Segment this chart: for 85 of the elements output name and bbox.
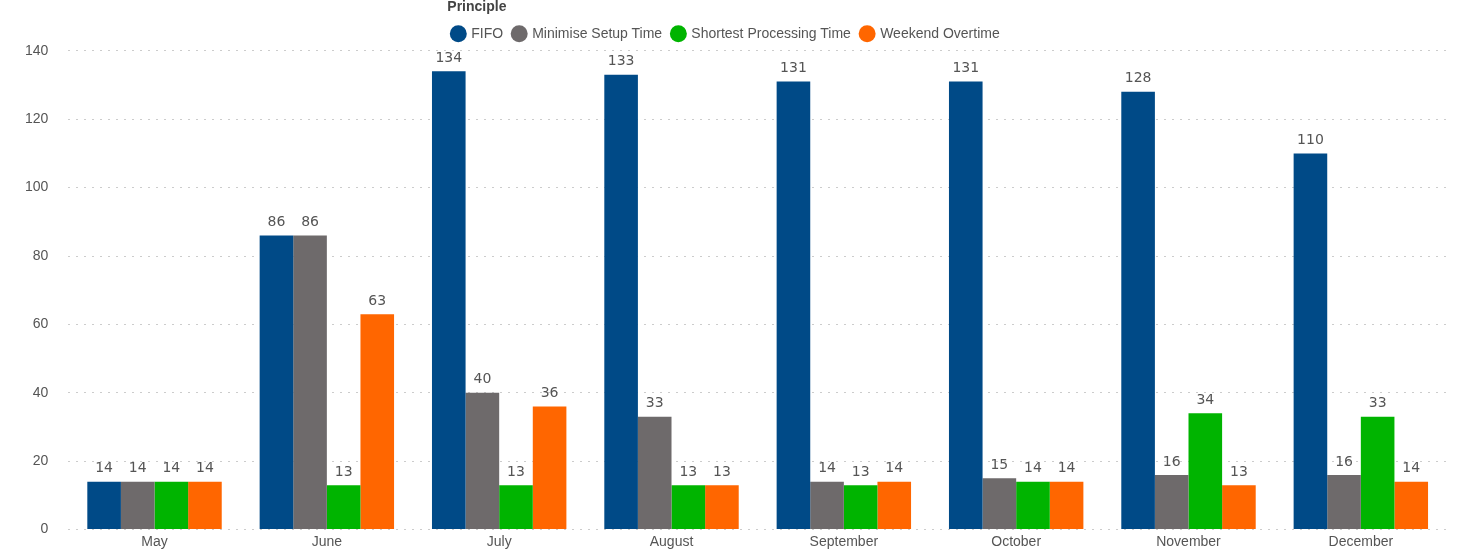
data-label: 13 xyxy=(1230,462,1248,479)
data-label: 13 xyxy=(713,462,731,479)
data-label: 131 xyxy=(780,59,807,76)
data-label: 63 xyxy=(368,291,387,308)
y-tick-label: 20 xyxy=(32,452,49,469)
bar xyxy=(948,81,983,530)
bar xyxy=(1360,416,1395,530)
bar xyxy=(499,485,533,530)
y-tick-label: 140 xyxy=(25,41,49,58)
bar xyxy=(465,392,500,530)
bar xyxy=(982,478,1017,530)
data-label: 86 xyxy=(267,213,286,230)
data-label: 110 xyxy=(1297,131,1324,148)
data-label: 13 xyxy=(334,462,353,479)
data-label: 14 xyxy=(196,459,214,476)
data-label: 13 xyxy=(851,462,870,479)
data-label: 14 xyxy=(95,459,114,476)
data-label: 40 xyxy=(473,370,492,387)
data-label: 14 xyxy=(162,459,181,476)
y-tick-label: 120 xyxy=(25,110,49,127)
data-label: 14 xyxy=(1057,459,1076,476)
data-label: 14 xyxy=(818,459,837,476)
legend-label: Weekend Overtime xyxy=(880,24,1000,41)
data-label: 16 xyxy=(1335,452,1354,469)
data-label: 134 xyxy=(435,48,463,65)
bar xyxy=(1049,481,1084,530)
data-label: 16 xyxy=(1162,452,1181,469)
bar xyxy=(188,481,222,530)
bar xyxy=(1327,474,1361,530)
data-label: 33 xyxy=(1368,394,1387,411)
bar xyxy=(1154,474,1189,530)
y-tick-label: 80 xyxy=(32,246,49,263)
legend-title: Principle xyxy=(447,0,507,14)
x-tick-label: July xyxy=(486,532,512,549)
legend-label: Minimise Setup Time xyxy=(532,24,663,41)
x-tick-label: December xyxy=(1328,532,1394,549)
bar xyxy=(1394,481,1429,530)
x-tick-label: October xyxy=(991,532,1042,549)
data-label: 86 xyxy=(301,213,320,230)
legend-label: FIFO xyxy=(471,24,504,41)
x-tick-label: September xyxy=(809,532,879,549)
bar xyxy=(1016,481,1050,530)
bar xyxy=(1121,91,1155,530)
y-tick-label: 100 xyxy=(25,178,49,195)
bar xyxy=(154,481,189,530)
legend-label: Shortest Processing Time xyxy=(691,24,852,41)
bar xyxy=(843,485,878,530)
bar xyxy=(431,71,466,530)
bar xyxy=(1222,485,1256,530)
data-label: 133 xyxy=(607,52,635,69)
bar xyxy=(810,481,844,530)
bar xyxy=(1293,153,1328,530)
bar xyxy=(705,485,739,530)
data-label: 34 xyxy=(1196,390,1215,407)
bar xyxy=(87,481,121,530)
data-label: 128 xyxy=(1124,69,1152,86)
data-label: 14 xyxy=(885,459,904,476)
x-tick-label: May xyxy=(141,532,168,549)
bar xyxy=(637,416,672,530)
data-label: 131 xyxy=(952,59,980,76)
bar xyxy=(1188,413,1223,530)
data-label: 14 xyxy=(1024,459,1042,476)
bar xyxy=(326,485,361,530)
bar xyxy=(259,235,294,530)
bar xyxy=(293,235,327,530)
y-tick-label: 0 xyxy=(40,520,49,537)
x-tick-label: June xyxy=(311,532,343,549)
data-label: 13 xyxy=(679,462,698,479)
bar xyxy=(604,74,638,530)
data-label: 36 xyxy=(540,384,559,401)
bar xyxy=(776,81,811,530)
data-label: 33 xyxy=(645,394,664,411)
data-label: 14 xyxy=(1402,459,1421,476)
x-tick-label: August xyxy=(649,532,694,549)
data-label: 15 xyxy=(990,455,1009,472)
data-label: 14 xyxy=(128,459,147,476)
y-tick-label: 60 xyxy=(32,315,49,332)
bar xyxy=(671,485,706,530)
bar xyxy=(360,314,395,530)
data-label: 13 xyxy=(507,462,525,479)
y-tick-label: 40 xyxy=(32,383,49,400)
bar xyxy=(877,481,912,530)
x-tick-label: November xyxy=(1156,532,1222,549)
bar xyxy=(120,481,155,530)
bar xyxy=(532,406,567,530)
